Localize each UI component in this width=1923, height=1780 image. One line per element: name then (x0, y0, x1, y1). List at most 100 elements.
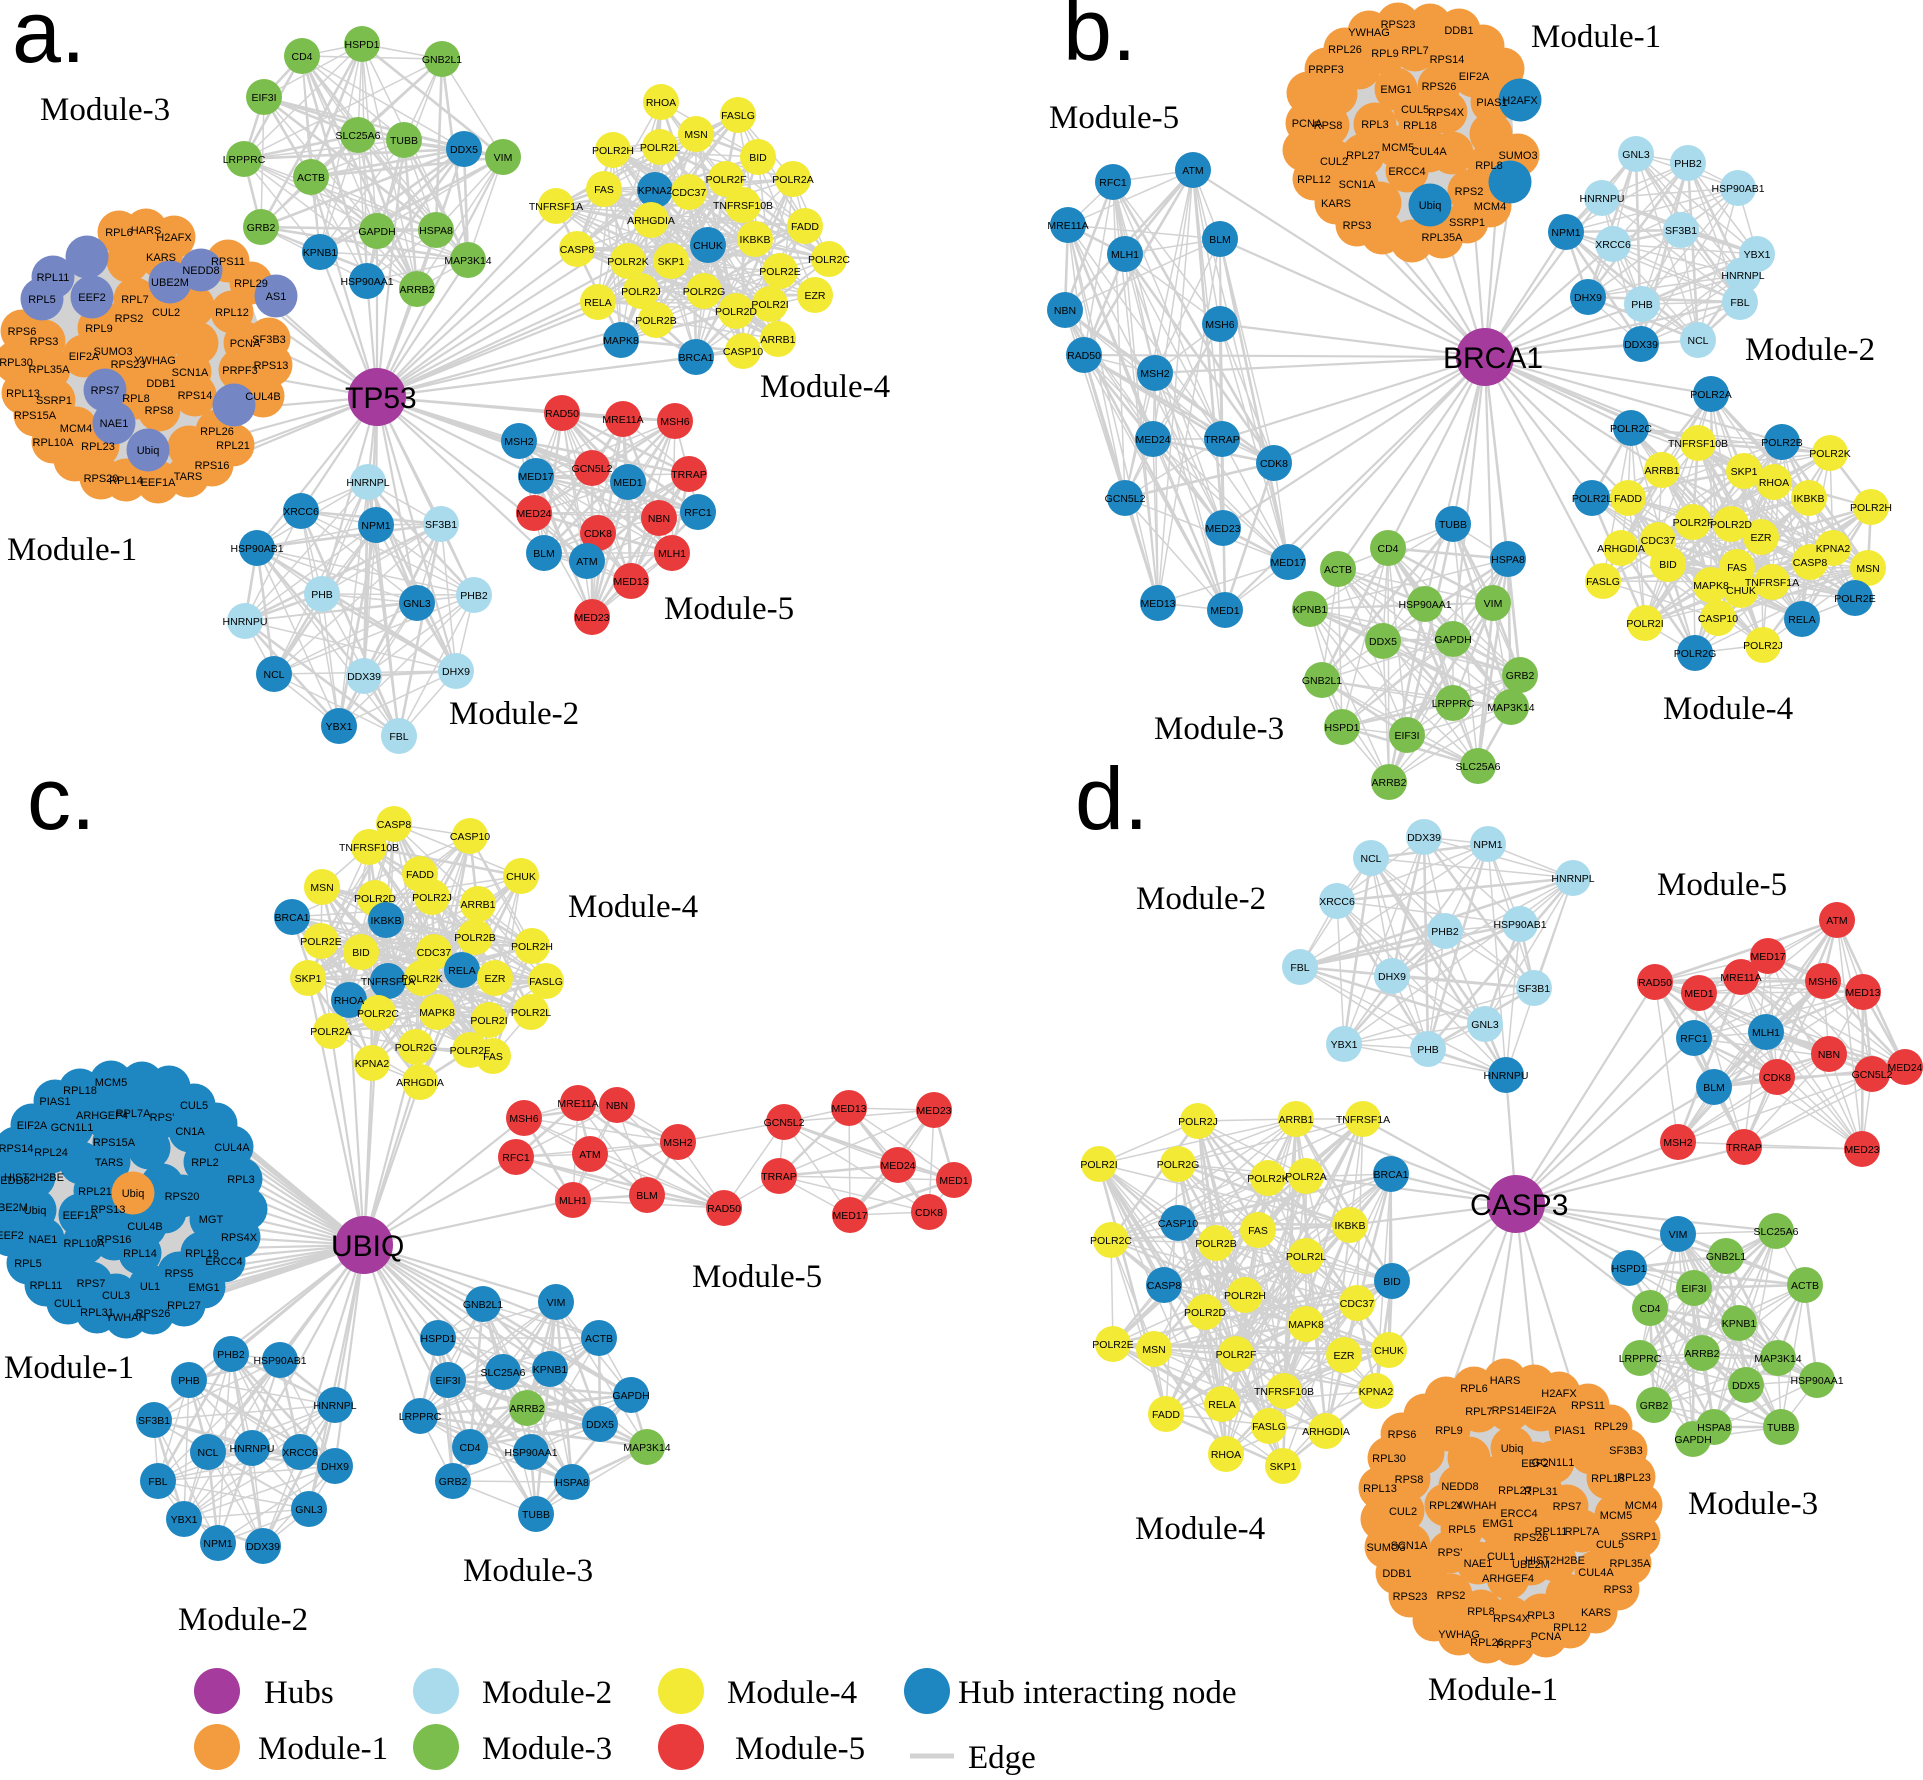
svg-text:HARS: HARS (131, 225, 162, 237)
svg-text:RPL30: RPL30 (1372, 1453, 1406, 1465)
svg-text:GCN5L2: GCN5L2 (572, 463, 613, 475)
svg-text:CDK8: CDK8 (584, 528, 612, 540)
svg-text:GCN5L2: GCN5L2 (764, 1117, 805, 1129)
svg-text:Module-3: Module-3 (482, 1731, 612, 1767)
svg-text:PCNA: PCNA (1531, 1631, 1562, 1643)
svg-text:XRCC6: XRCC6 (283, 506, 319, 518)
svg-text:FAS: FAS (1727, 562, 1747, 574)
svg-text:POLR2B: POLR2B (454, 932, 495, 944)
svg-text:TRRAP: TRRAP (761, 1171, 797, 1183)
svg-text:HNRNPL: HNRNPL (1551, 873, 1594, 885)
svg-text:RPS26: RPS26 (1514, 1532, 1549, 1544)
svg-text:MED13: MED13 (613, 576, 648, 588)
svg-text:RFC1: RFC1 (1680, 1033, 1708, 1045)
svg-text:BRCA1: BRCA1 (1443, 342, 1543, 375)
svg-text:GCN5L2: GCN5L2 (1105, 493, 1146, 505)
svg-text:POLR2K: POLR2K (1809, 448, 1850, 460)
svg-text:CN1A: CN1A (175, 1126, 205, 1138)
svg-text:BLM: BLM (1703, 1082, 1725, 1094)
svg-text:EIF3I: EIF3I (435, 1375, 460, 1387)
svg-text:ERCC4: ERCC4 (1388, 166, 1425, 178)
svg-text:RAD50: RAD50 (1067, 350, 1101, 362)
svg-text:EIF2A: EIF2A (1459, 71, 1490, 83)
svg-text:TUBB: TUBB (1439, 519, 1467, 531)
svg-text:VIM: VIM (547, 1297, 566, 1309)
svg-text:TRRAP: TRRAP (671, 469, 707, 481)
svg-text:CUL2: CUL2 (152, 307, 180, 319)
svg-text:UL1: UL1 (140, 1281, 160, 1293)
svg-text:IKBKB: IKBKB (1794, 493, 1825, 505)
svg-text:TRRAP: TRRAP (1204, 434, 1240, 446)
svg-text:MRE11A: MRE11A (1720, 972, 1761, 984)
svg-text:CUL4A: CUL4A (1411, 146, 1447, 158)
svg-text:RHOA: RHOA (334, 995, 364, 1007)
svg-text:YBX1: YBX1 (1331, 1039, 1358, 1051)
svg-text:PHB: PHB (178, 1375, 200, 1387)
svg-text:KPNA2: KPNA2 (355, 1058, 390, 1070)
svg-text:DHX9: DHX9 (1574, 292, 1602, 304)
svg-text:Module-4: Module-4 (1663, 691, 1793, 727)
svg-text:SF3B3: SF3B3 (1609, 1445, 1643, 1457)
svg-text:ARRB2: ARRB2 (509, 1403, 544, 1415)
svg-text:DDX5: DDX5 (1369, 636, 1397, 648)
svg-text:POLR2D: POLR2D (1184, 1307, 1226, 1319)
svg-text:a.: a. (12, 0, 85, 81)
svg-text:RPS2: RPS2 (1437, 1590, 1466, 1602)
svg-text:PHB2: PHB2 (460, 590, 488, 602)
svg-text:HNRNPU: HNRNPU (223, 616, 268, 628)
svg-text:POLR2H: POLR2H (592, 145, 634, 157)
svg-text:RPL23: RPL23 (81, 441, 115, 453)
svg-text:DDX5: DDX5 (450, 144, 478, 156)
svg-text:ATM: ATM (579, 1149, 600, 1161)
svg-text:YWHAG: YWHAG (1348, 27, 1390, 39)
svg-text:BID: BID (352, 947, 370, 959)
svg-text:RPL27: RPL27 (1498, 1485, 1532, 1497)
svg-text:ARRB1: ARRB1 (1278, 1114, 1313, 1126)
svg-text:RPS14: RPS14 (1430, 54, 1465, 66)
svg-text:RPL14: RPL14 (109, 475, 143, 487)
svg-text:RPL3: RPL3 (227, 1174, 255, 1186)
svg-text:CASP10: CASP10 (723, 346, 763, 358)
svg-text:CD4: CD4 (1639, 1303, 1660, 1315)
svg-text:MCM4: MCM4 (60, 423, 92, 435)
svg-text:MCM4: MCM4 (1625, 1500, 1657, 1512)
svg-text:BID: BID (1383, 1276, 1401, 1288)
svg-text:SUMO3: SUMO3 (1498, 150, 1537, 162)
svg-text:PIAS1: PIAS1 (1476, 97, 1507, 109)
svg-text:Module-1: Module-1 (7, 532, 137, 568)
svg-text:ARRB1: ARRB1 (1644, 465, 1679, 477)
svg-text:MSH6: MSH6 (1808, 976, 1837, 988)
svg-text:POLR2H: POLR2H (1224, 1290, 1266, 1302)
svg-text:POLR2D: POLR2D (1710, 519, 1752, 531)
svg-text:RPS2: RPS2 (115, 313, 144, 325)
svg-text:RPS13: RPS13 (254, 360, 289, 372)
svg-text:POLR2D: POLR2D (715, 306, 757, 318)
svg-text:PCNA: PCNA (1292, 118, 1323, 130)
svg-text:RPS6: RPS6 (8, 326, 37, 338)
svg-text:TP53: TP53 (345, 382, 417, 415)
svg-text:RPS20: RPS20 (84, 473, 119, 485)
svg-text:Module-2: Module-2 (1745, 332, 1875, 368)
svg-text:MED23: MED23 (916, 1105, 951, 1117)
svg-text:RAD50: RAD50 (1638, 977, 1672, 989)
svg-text:GNB2L1: GNB2L1 (1302, 675, 1342, 687)
svg-text:SLC25A6: SLC25A6 (1456, 761, 1501, 773)
svg-text:RPL12: RPL12 (1297, 174, 1331, 186)
svg-text:RPL35A: RPL35A (1422, 232, 1464, 244)
svg-text:POLR2K: POLR2K (401, 973, 442, 985)
svg-text:ARHGEF4: ARHGEF4 (76, 1110, 128, 1122)
svg-text:LRPPRC: LRPPRC (1619, 1353, 1662, 1365)
svg-text:DDX5: DDX5 (586, 1419, 614, 1431)
svg-text:UBE2M: UBE2M (1512, 1559, 1550, 1571)
svg-text:EEF2: EEF2 (78, 292, 106, 304)
svg-text:HSPD1: HSPD1 (1324, 722, 1359, 734)
svg-text:RPL5: RPL5 (1448, 1524, 1476, 1536)
svg-text:UBE2M: UBE2M (151, 277, 189, 289)
svg-text:RPS23: RPS23 (1381, 19, 1416, 31)
svg-text:RPS3: RPS3 (1604, 1584, 1633, 1596)
svg-text:RPL5: RPL5 (14, 1258, 42, 1270)
svg-text:POLR2K: POLR2K (1247, 1173, 1288, 1185)
svg-text:HSPA8: HSPA8 (555, 1477, 589, 1489)
svg-text:HSP90AA1: HSP90AA1 (1790, 1375, 1843, 1387)
svg-text:FADD: FADD (791, 221, 819, 233)
